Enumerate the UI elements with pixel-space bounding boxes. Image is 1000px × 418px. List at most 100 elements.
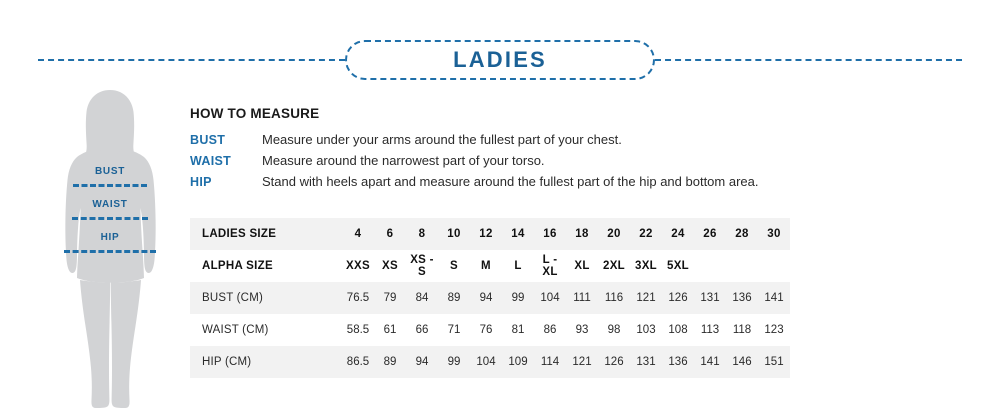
cell-waist-5: 81 xyxy=(511,324,525,336)
cell-waist-2: 66 xyxy=(415,324,429,336)
figure-label-hip: HIP xyxy=(100,232,120,243)
body-figure: BUST WAIST HIP xyxy=(40,88,180,408)
cell-alpha-size-9: 3XL xyxy=(635,260,657,272)
cell-waist-13: 123 xyxy=(764,324,784,336)
cell-waist-9: 103 xyxy=(636,324,656,336)
table-row-hip: HIP (CM) 86.5 89 94 99 104 109 114 121 1… xyxy=(190,346,790,378)
cell-bust-2: 84 xyxy=(415,292,429,304)
cell-waist-4: 76 xyxy=(479,324,493,336)
measure-desc-hip: Stand with heels apart and measure aroun… xyxy=(262,174,759,189)
cell-bust-4: 94 xyxy=(479,292,493,304)
cell-ladies-size-12: 28 xyxy=(735,228,749,240)
cell-alpha-size-10: 5XL xyxy=(667,260,689,272)
cell-alpha-size-1: XS xyxy=(382,260,398,272)
cell-bust-12: 136 xyxy=(732,292,752,304)
female-silhouette-icon xyxy=(65,90,156,408)
figure-measure-line-hip xyxy=(64,250,156,253)
cell-hip-9: 131 xyxy=(636,356,656,368)
cell-ladies-size-13: 30 xyxy=(767,228,781,240)
cell-bust-9: 121 xyxy=(636,292,656,304)
cell-hip-7: 121 xyxy=(572,356,592,368)
row-label-hip: HIP (CM) xyxy=(202,356,252,368)
header-dashed-line-left xyxy=(38,59,345,61)
cell-waist-3: 71 xyxy=(447,324,461,336)
cell-ladies-size-1: 6 xyxy=(386,228,394,240)
cell-hip-10: 136 xyxy=(668,356,688,368)
cell-hip-1: 89 xyxy=(383,356,397,368)
cell-bust-3: 89 xyxy=(447,292,461,304)
how-to-measure-heading: HOW TO MEASURE xyxy=(190,106,320,121)
cell-alpha-size-2: XS - S xyxy=(410,254,434,278)
figure-measure-line-waist xyxy=(72,217,148,220)
measure-term-hip: HIP xyxy=(190,175,212,189)
cell-waist-7: 93 xyxy=(575,324,589,336)
cell-bust-6: 104 xyxy=(540,292,560,304)
cell-waist-10: 108 xyxy=(668,324,688,336)
cell-bust-11: 131 xyxy=(700,292,720,304)
measure-term-bust: BUST xyxy=(190,133,226,147)
cell-bust-8: 116 xyxy=(604,292,624,304)
table-row-waist: WAIST (CM) 58.5 61 66 71 76 81 86 93 98 … xyxy=(190,314,790,346)
cell-ladies-size-3: 10 xyxy=(447,228,461,240)
cell-ladies-size-5: 14 xyxy=(511,228,525,240)
header-pill: LADIES xyxy=(345,40,655,80)
cell-hip-11: 141 xyxy=(700,356,720,368)
table-row-alpha-size: ALPHA SIZE XXS XS XS - S S M L L - XL XL… xyxy=(190,250,790,282)
cell-bust-10: 126 xyxy=(668,292,688,304)
cell-hip-6: 114 xyxy=(540,356,560,368)
table-row-bust: BUST (CM) 76.5 79 84 89 94 99 104 111 11… xyxy=(190,282,790,314)
cell-alpha-size-11 xyxy=(694,250,726,282)
figure-label-bust: BUST xyxy=(94,166,126,177)
header-dashed-line-right xyxy=(655,59,962,61)
cell-hip-5: 109 xyxy=(508,356,528,368)
figure-measure-line-bust xyxy=(73,184,147,187)
cell-bust-0: 76.5 xyxy=(346,292,370,304)
how-to-measure-section: HOW TO MEASURE BUST Measure under your a… xyxy=(190,106,890,195)
cell-alpha-size-7: XL xyxy=(574,260,590,272)
cell-ladies-size-6: 16 xyxy=(543,228,557,240)
cell-hip-4: 104 xyxy=(476,356,496,368)
cell-ladies-size-7: 18 xyxy=(575,228,589,240)
cell-hip-13: 151 xyxy=(764,356,784,368)
measure-instruction-waist: WAIST Measure around the narrowest part … xyxy=(190,153,890,168)
row-label-bust: BUST (CM) xyxy=(202,292,264,304)
measure-desc-waist: Measure around the narrowest part of you… xyxy=(262,153,545,168)
cell-hip-3: 99 xyxy=(447,356,461,368)
size-table: LADIES SIZE 4 6 8 10 12 14 16 18 20 22 2… xyxy=(190,218,790,378)
cell-hip-0: 86.5 xyxy=(346,356,370,368)
cell-bust-1: 79 xyxy=(383,292,397,304)
page-title: LADIES xyxy=(453,47,547,72)
row-label-ladies-size: LADIES SIZE xyxy=(202,228,277,240)
measure-term-waist: WAIST xyxy=(190,154,232,168)
cell-waist-11: 113 xyxy=(700,324,720,336)
cell-alpha-size-13 xyxy=(758,250,790,282)
cell-waist-1: 61 xyxy=(383,324,397,336)
cell-bust-13: 141 xyxy=(764,292,784,304)
cell-ladies-size-8: 20 xyxy=(607,228,621,240)
cell-ladies-size-0: 4 xyxy=(354,228,362,240)
measure-instruction-bust: BUST Measure under your arms around the … xyxy=(190,132,890,147)
cell-hip-8: 126 xyxy=(604,356,624,368)
cell-alpha-size-0: XXS xyxy=(346,260,370,272)
row-label-waist: WAIST (CM) xyxy=(202,324,269,336)
cell-waist-0: 58.5 xyxy=(346,324,370,336)
cell-hip-2: 94 xyxy=(415,356,429,368)
header-banner: LADIES xyxy=(0,38,1000,82)
cell-alpha-size-4: M xyxy=(481,260,491,272)
cell-hip-12: 146 xyxy=(732,356,752,368)
cell-waist-6: 86 xyxy=(543,324,557,336)
cell-alpha-size-3: S xyxy=(450,260,458,272)
measure-desc-bust: Measure under your arms around the fulle… xyxy=(262,132,622,147)
cell-alpha-size-6: L - XL xyxy=(542,254,558,278)
cell-ladies-size-11: 26 xyxy=(703,228,717,240)
cell-ladies-size-10: 24 xyxy=(671,228,685,240)
cell-alpha-size-5: L xyxy=(514,260,522,272)
row-label-alpha-size: ALPHA SIZE xyxy=(202,260,273,272)
cell-ladies-size-2: 8 xyxy=(418,228,426,240)
cell-ladies-size-4: 12 xyxy=(479,228,493,240)
cell-bust-7: 111 xyxy=(573,292,591,304)
figure-label-waist: WAIST xyxy=(92,199,128,210)
cell-waist-12: 118 xyxy=(732,324,752,336)
table-row-ladies-size: LADIES SIZE 4 6 8 10 12 14 16 18 20 22 2… xyxy=(190,218,790,250)
